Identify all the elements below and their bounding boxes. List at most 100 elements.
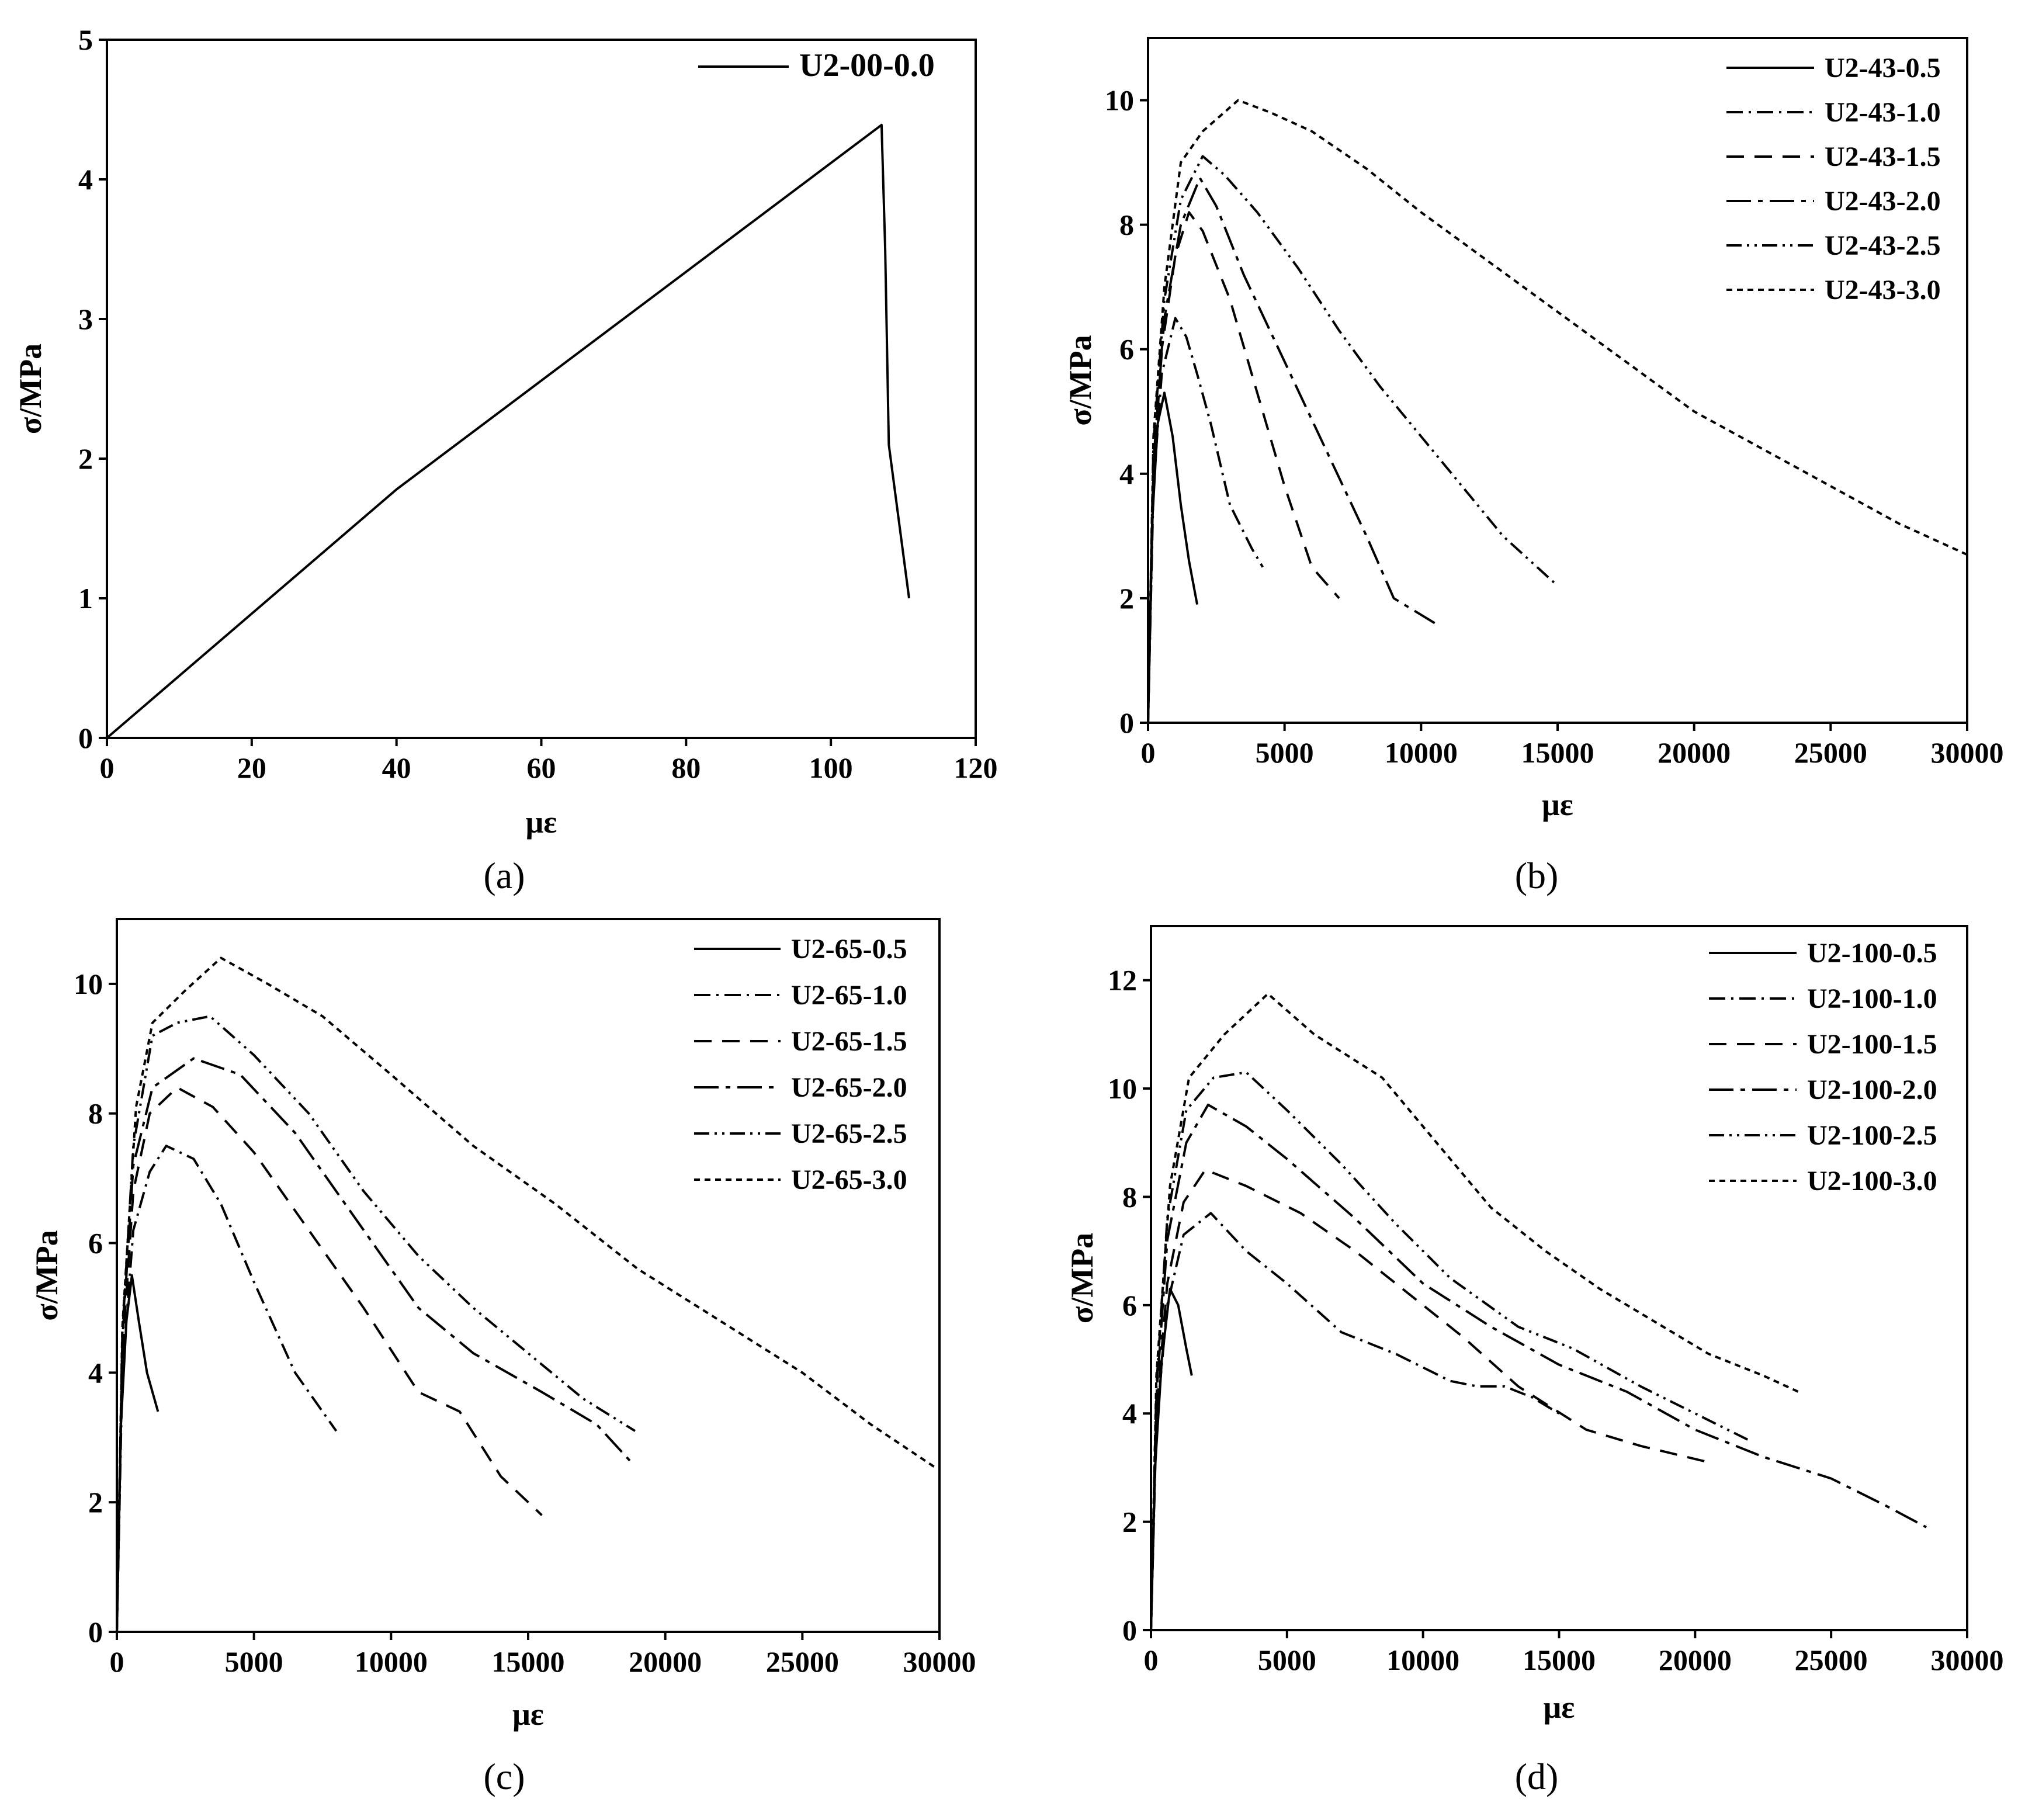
x-tick-label: 10000: [1385, 736, 1458, 769]
y-tick-label: 0: [1122, 1614, 1137, 1646]
series-line-U2-43-2.0: [1147, 176, 1435, 723]
series-line-U2-100-2.5: [1150, 1071, 1750, 1631]
chart-panel-c: 0 5000 10000 15000 20000 25000 30000 0 2 4 6 8 10 με σ…: [29, 918, 976, 1797]
series-line-U2-100-0.5: [1150, 1288, 1193, 1631]
y-tick-label: 5: [78, 23, 93, 56]
y-tick-label: 10: [74, 968, 103, 1000]
x-axis-label: με: [526, 805, 557, 840]
x-tick-label: 60: [527, 751, 556, 784]
panel-caption: (b): [1515, 855, 1559, 896]
x-tick-label: 20: [237, 751, 266, 784]
x-axis-label: με: [1544, 1690, 1575, 1725]
x-tick-label: 10000: [1386, 1644, 1459, 1676]
series-line-U2-65-1.0: [116, 1145, 338, 1632]
series-line-U2-43-2.5: [1147, 155, 1559, 723]
x-tick-label: 80: [671, 751, 701, 784]
y-tick-label: 0: [88, 1616, 103, 1648]
chart-panel-d: 0 5000 10000 15000 20000 25000 30000 0 2 4 6 8 10 12 μ…: [1064, 925, 2004, 1797]
legend-label: U2-100-3.0: [1807, 1166, 1937, 1197]
x-tick-label: 15000: [492, 1645, 565, 1678]
y-tick-label: 4: [78, 163, 93, 196]
y-tick-label: 2: [88, 1486, 103, 1519]
y-tick-label: 6: [88, 1227, 103, 1260]
y-tick-label: 4: [1119, 457, 1134, 490]
y-tick-label: 6: [1122, 1289, 1137, 1322]
legend-label: U2-00-0.0: [799, 47, 935, 84]
y-tick-label: 8: [1122, 1180, 1137, 1213]
x-tick-label: 0: [110, 1645, 124, 1678]
legend-label: U2-43-3.0: [1825, 275, 1941, 306]
series-line-U2-43-1.0: [1147, 317, 1264, 723]
x-axis-label: με: [1542, 787, 1573, 822]
series-line-U2-100-3.0: [1150, 992, 1799, 1631]
legend-label: U2-100-0.5: [1807, 938, 1937, 969]
x-tick-label: 40: [382, 751, 411, 784]
plot-frame: [1147, 37, 1968, 724]
y-tick-label: 2: [1122, 1506, 1137, 1538]
series-line-U2-100-1.0: [1150, 1212, 1560, 1631]
y-tick-label: 10: [1105, 84, 1134, 117]
legend-label: U2-100-1.5: [1807, 1029, 1937, 1060]
panel-caption: (c): [483, 1756, 525, 1797]
x-tick-label: 0: [1141, 736, 1156, 769]
y-tick-label: 0: [78, 722, 93, 754]
y-tick-label: 6: [1119, 333, 1134, 366]
series-line-U2-100-2.0: [1150, 1103, 1927, 1631]
legend-label: U2-100-2.5: [1807, 1120, 1937, 1151]
legend-label: U2-43-1.5: [1825, 141, 1941, 172]
x-tick-label: 25000: [1795, 1644, 1868, 1676]
x-tick-label: 5000: [225, 1645, 283, 1678]
x-tick-label: 25000: [766, 1645, 839, 1678]
y-tick-label: 3: [78, 303, 93, 335]
legend-label: U2-100-1.0: [1807, 983, 1937, 1014]
panel-caption: (d): [1515, 1756, 1559, 1797]
legend-label: U2-43-2.5: [1825, 230, 1941, 261]
x-tick-label: 10000: [355, 1645, 428, 1678]
series-line-U2-43-3.0: [1147, 99, 1968, 723]
plot-frame: [106, 39, 977, 739]
y-axis-label: σ/MPa: [29, 1230, 64, 1320]
x-tick-label: 30000: [1931, 736, 2004, 769]
series-line-U2-65-1.5: [116, 1086, 543, 1632]
x-tick-label: 30000: [903, 1645, 976, 1678]
y-axis-label: σ/MPa: [1063, 335, 1098, 425]
y-tick-label: 8: [1119, 209, 1134, 241]
chart-panel-b: 0 5000 10000 15000 20000 25000 30000 0 2 4 6 8 10 με σ…: [1063, 37, 2004, 896]
series-line-U2-65-2.5: [116, 1015, 636, 1632]
legend-label: U2-43-0.5: [1825, 53, 1941, 84]
legend-label: U2-43-2.0: [1825, 186, 1941, 217]
series-line-U2-00-0.0: [106, 123, 910, 739]
legend-label: U2-65-1.5: [791, 1026, 907, 1057]
y-tick-label: 1: [78, 582, 93, 615]
series-line-U2-65-3.0: [116, 956, 935, 1632]
legend-label: U2-65-0.5: [791, 934, 907, 965]
x-tick-label: 15000: [1523, 1644, 1596, 1676]
x-tick-label: 120: [954, 751, 998, 784]
x-tick-label: 25000: [1794, 736, 1867, 769]
x-axis-label: με: [512, 1697, 544, 1732]
y-tick-label: 8: [88, 1097, 103, 1130]
y-tick-label: 4: [88, 1356, 103, 1389]
x-tick-label: 0: [100, 751, 115, 784]
y-axis-label: σ/MPa: [1064, 1233, 1100, 1323]
x-tick-label: 0: [1144, 1644, 1159, 1676]
x-tick-label: 30000: [1931, 1644, 2004, 1676]
y-axis-label: σ/MPa: [13, 344, 48, 434]
x-tick-label: 20000: [629, 1645, 702, 1678]
y-tick-label: 2: [1119, 582, 1134, 615]
legend-label: U2-100-2.0: [1807, 1074, 1937, 1105]
chart-panel-a: 0 20 40 60 80 100 120 0 1 2 3 4 5 με σ/MPa U2-00-0.0 (a): [13, 23, 998, 896]
legend-label: U2-65-3.0: [791, 1164, 907, 1195]
y-tick-label: 10: [1108, 1072, 1137, 1105]
legend-label: U2-65-1.0: [791, 980, 907, 1011]
legend-label: U2-65-2.5: [791, 1118, 907, 1149]
y-tick-label: 0: [1119, 706, 1134, 739]
x-tick-label: 5000: [1258, 1644, 1316, 1676]
legend-label: U2-65-2.0: [791, 1072, 907, 1103]
y-tick-label: 4: [1122, 1397, 1137, 1430]
x-tick-label: 20000: [1658, 736, 1731, 769]
series-line-U2-65-2.0: [116, 1057, 633, 1632]
x-tick-label: 5000: [1256, 736, 1314, 769]
legend-label: U2-43-1.0: [1825, 97, 1941, 128]
